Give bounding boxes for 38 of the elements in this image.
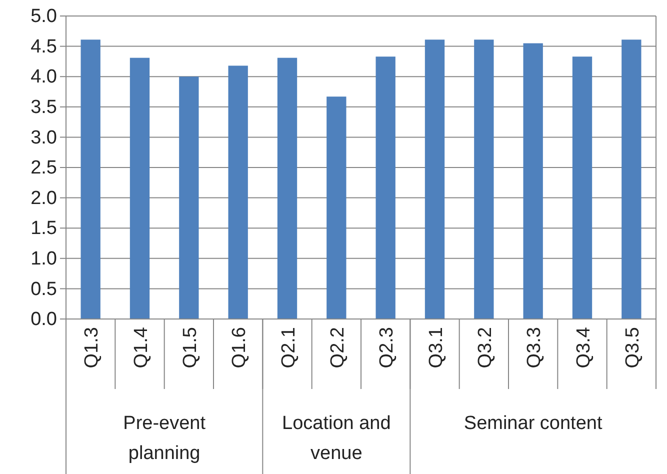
bar	[523, 43, 543, 319]
x-tick-label: Q3.3	[524, 327, 546, 368]
x-tick-label: Q3.5	[622, 327, 644, 368]
text: Location and venue	[282, 413, 391, 464]
y-tick-label: 2.0	[30, 188, 57, 209]
x-tick-label: Q1.4	[130, 326, 152, 368]
x-tick-label: Q1.3	[82, 327, 103, 368]
bar	[572, 56, 592, 319]
bar	[80, 40, 100, 319]
y-tick-label: 0.0	[30, 309, 57, 330]
y-tick-label: 3.0	[30, 127, 57, 148]
text: Pre-event planning	[123, 413, 206, 464]
x-tick-label: Q1.5	[180, 327, 201, 368]
bar	[622, 40, 642, 319]
y-tick-label: 2.5	[30, 158, 57, 179]
y-tick-label: 1.5	[30, 218, 57, 240]
x-tick-label: Q3.1	[426, 327, 447, 368]
y-tick-label: 0.5	[30, 278, 57, 300]
y-tick-label: 3.5	[30, 96, 57, 118]
bar	[228, 66, 248, 319]
bar	[376, 56, 396, 319]
x-tick-label: Q2.3	[376, 327, 398, 368]
y-tick-label: 1.0	[30, 248, 57, 270]
bar	[326, 96, 346, 319]
x-tick-label: Q3.2	[474, 327, 496, 368]
bar	[474, 40, 494, 319]
x-tick-label: Q1.6	[229, 327, 250, 368]
y-tick-label: 4.0	[30, 66, 57, 88]
bar	[424, 40, 445, 319]
x-tick-label: Q2.2	[327, 327, 348, 368]
bar	[179, 76, 199, 319]
y-tick-label: 5.0	[30, 6, 57, 28]
bar	[130, 58, 150, 319]
y-tick-label: 4.5	[30, 36, 57, 58]
x-tick-label: Q3.4	[573, 326, 594, 368]
x-tick-label: Q2.1	[278, 327, 300, 368]
bar	[277, 58, 298, 319]
text: Seminar content	[464, 413, 603, 434]
